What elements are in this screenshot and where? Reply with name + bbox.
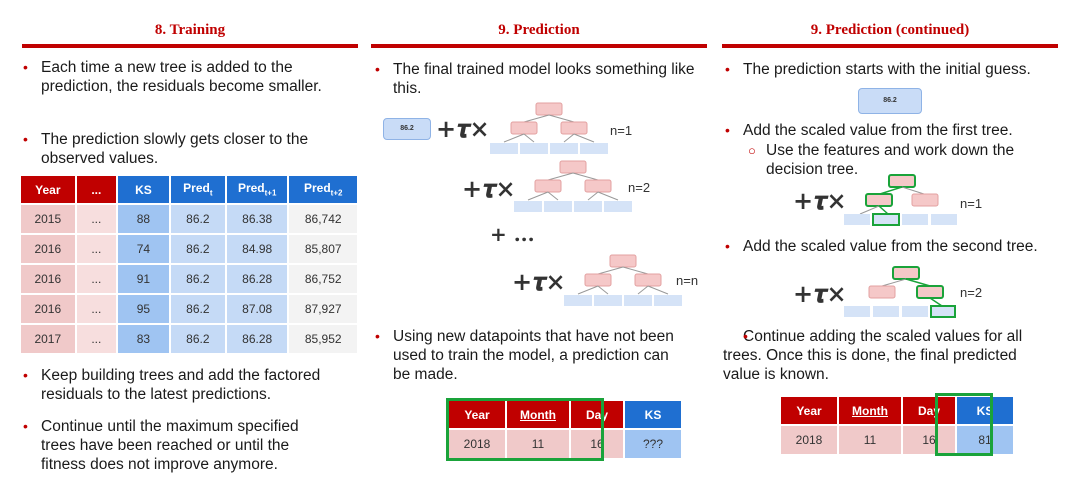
feature-highlight-frame [446, 398, 604, 461]
col-header-ks: KS [118, 176, 169, 203]
decision-trees-diagram [490, 102, 682, 306]
bullet-text: • Add the scaled value from the first tre… [725, 122, 1013, 139]
decision-tree-icon [514, 160, 632, 212]
title-rule [22, 44, 358, 48]
plus-tau-times: +𝝉× [512, 267, 566, 296]
title-rule [722, 44, 1058, 48]
prediction-title: 9. Prediction [498, 22, 580, 38]
table-row: 2016... 91 86.2 86.28 86,752 [21, 265, 357, 293]
bullet-text: • The final trained model looks something… [375, 61, 695, 97]
decision-tree-icon [844, 174, 957, 226]
plus-tau-times: +𝝉× [793, 279, 847, 308]
n-label: n=1 [610, 123, 633, 138]
col-header-ellipsis: ... [76, 176, 117, 203]
prediction-continued-title: 9. Prediction (continued) [810, 22, 970, 38]
decision-tree-icon [490, 102, 608, 154]
table-row: 2018 11 16 81 [781, 426, 1013, 454]
initial-guess-box: 86.2 [858, 88, 922, 114]
table-row: 2017... 83 86.2 86.28 85,952 [21, 325, 357, 353]
decision-path-diagram [844, 174, 957, 318]
col-header-pred-t1: Predt+1 [226, 176, 288, 203]
initial-guess-box: 86.2 [383, 118, 431, 140]
bullet-text: • The prediction slowly gets closer to th… [23, 131, 309, 167]
table-row: 2016... 74 86.2 84.98 85,807 [21, 235, 357, 263]
decision-tree-icon [844, 266, 956, 318]
n-label: n=1 [960, 196, 983, 211]
bullet-text: • Continue adding the scaled values for a… [723, 328, 1023, 383]
training-title: 8. Training [154, 22, 226, 38]
bullet-text: • Add the scaled value from the second tr… [725, 238, 1038, 255]
training-table: Year ... KS Predt Predt+1 Predt+2 2015..… [19, 174, 359, 355]
table-row: 2018 11 16 ??? [449, 430, 681, 458]
n-label: n=2 [628, 180, 651, 195]
title-rule [371, 44, 707, 48]
bullet-text: • Continue until the maximum specified tr… [23, 418, 299, 473]
plus-tau-times: +𝝉× [793, 186, 847, 215]
sub-bullet-text: ○ Use the features and work down the deci… [748, 142, 1015, 178]
plus-tau-times: +𝝉× [436, 114, 490, 143]
bullet-text: • The prediction starts with the initial … [725, 61, 1031, 78]
bullet-text: • Keep building trees and add the factore… [23, 367, 321, 403]
col-header-pred-t2: Predt+2 [289, 176, 357, 203]
bullet-text: • Each time a new tree is added to the pr… [23, 59, 322, 95]
decision-tree-icon [564, 254, 682, 306]
plus-tau-times: +𝝉× [462, 174, 516, 203]
table-row: 2015... 88 86.2 86.38 86,742 [21, 205, 357, 233]
n-label: n=2 [960, 285, 983, 300]
new-datapoint-table: Year Month Day KS 2018 11 16 ??? [447, 399, 683, 460]
ellipsis: + ... [490, 222, 535, 246]
table-row: 2016... 95 86.2 87.08 87,927 [21, 295, 357, 323]
bullet-text: • Using new datapoints that have not been… [375, 328, 674, 383]
final-prediction-table: Year Month Day KS 2018 11 16 81 [779, 395, 1015, 456]
result-highlight-frame [935, 393, 993, 456]
col-header-year: Year [21, 176, 75, 203]
n-label: n=n [676, 273, 699, 288]
col-header-pred-t: Predt [170, 176, 225, 203]
